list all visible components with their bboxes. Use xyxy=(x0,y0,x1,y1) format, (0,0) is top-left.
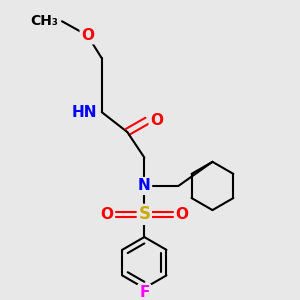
Text: O: O xyxy=(150,113,163,128)
Text: O: O xyxy=(81,28,94,43)
Text: F: F xyxy=(139,285,149,300)
Text: S: S xyxy=(138,205,150,223)
Text: HN: HN xyxy=(72,105,98,120)
Text: N: N xyxy=(138,178,151,194)
Text: O: O xyxy=(176,207,189,222)
Text: CH₃: CH₃ xyxy=(30,14,58,28)
Text: O: O xyxy=(100,207,113,222)
